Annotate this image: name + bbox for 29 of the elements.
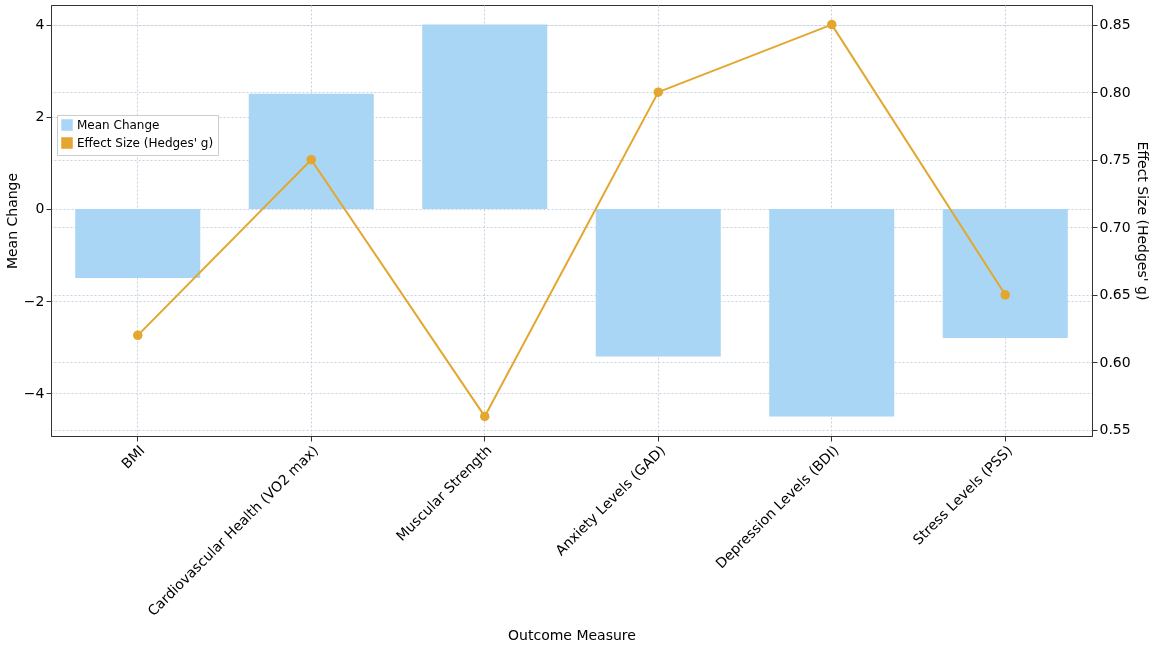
y-tick-label: −2 (23, 292, 45, 309)
y-axis-title: Mean Change (3, 172, 20, 270)
y2-axis-title: Effect Size (Hedges' g) (1134, 141, 1151, 301)
y2-tick-label: 0.85 (1099, 16, 1131, 33)
y-tick-label: −4 (23, 384, 45, 401)
point (827, 19, 837, 30)
y2-tick-label: 0.55 (1099, 421, 1131, 438)
y-tick-label: 0 (35, 200, 45, 217)
point (1000, 290, 1010, 300)
point (653, 87, 663, 97)
y-tick-label: 2 (35, 108, 45, 125)
y2-tick-label: 0.60 (1099, 353, 1131, 370)
y-tick-label: 4 (35, 16, 45, 33)
point (133, 330, 143, 341)
bar (75, 208, 201, 279)
bar (248, 93, 374, 209)
legend-label: Effect Size (Hedges' g) (77, 136, 214, 150)
y2-tick-label: 0.75 (1099, 151, 1131, 168)
point (306, 154, 316, 165)
y2-tick-label: 0.65 (1099, 286, 1131, 303)
bar (595, 208, 721, 357)
bar (942, 208, 1068, 339)
point (480, 411, 490, 422)
y2-tick-label: 0.80 (1099, 83, 1131, 100)
bar (769, 208, 895, 417)
bar (422, 24, 548, 209)
legend-label: Mean Change (77, 118, 160, 132)
y2-tick-label: 0.70 (1099, 218, 1131, 235)
x-axis-title: Outcome Measure (508, 626, 636, 643)
